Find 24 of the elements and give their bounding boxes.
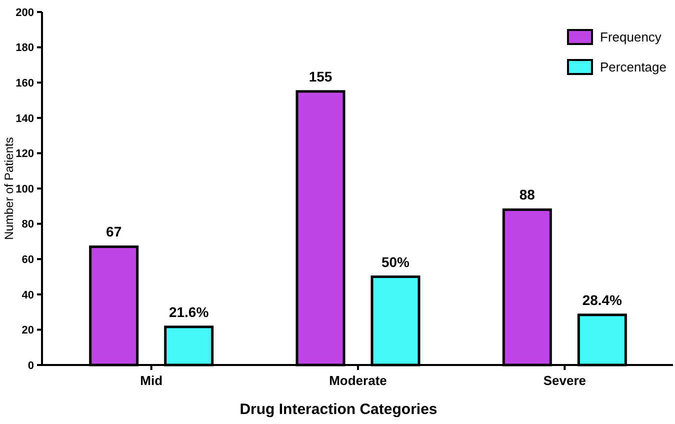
y-tick-label: 200 (16, 6, 34, 19)
data-label: 155 (308, 68, 332, 84)
y-tick-label: 60 (22, 254, 34, 266)
y-tick-label: 80 (22, 218, 34, 231)
y-axis-title: Number of Patients (2, 137, 16, 240)
y-tick-label: 140 (16, 112, 34, 125)
y-tick-label: 160 (16, 77, 34, 90)
y-tick-label: 100 (16, 183, 34, 196)
legend-label: Percentage (600, 60, 666, 75)
y-tick-label: 40 (22, 289, 34, 302)
data-label: 67 (106, 224, 122, 240)
x-axis-title: Drug Interaction Categories (240, 401, 438, 418)
y-tick-label: 120 (16, 148, 34, 160)
data-label: 88 (519, 186, 536, 203)
y-tick-label: 0 (28, 360, 34, 372)
x-tick-label: Moderate (329, 373, 387, 388)
data-label: 21.6% (168, 304, 210, 320)
y-tick-label: 180 (16, 42, 34, 54)
legend-label: Frequency (600, 30, 662, 45)
x-tick-label: Mid (140, 373, 163, 388)
data-label: 50% (381, 254, 410, 270)
y-tick-label: 20 (22, 324, 34, 337)
x-tick-label: Severe (543, 373, 586, 388)
data-label: 28.4% (582, 292, 623, 308)
